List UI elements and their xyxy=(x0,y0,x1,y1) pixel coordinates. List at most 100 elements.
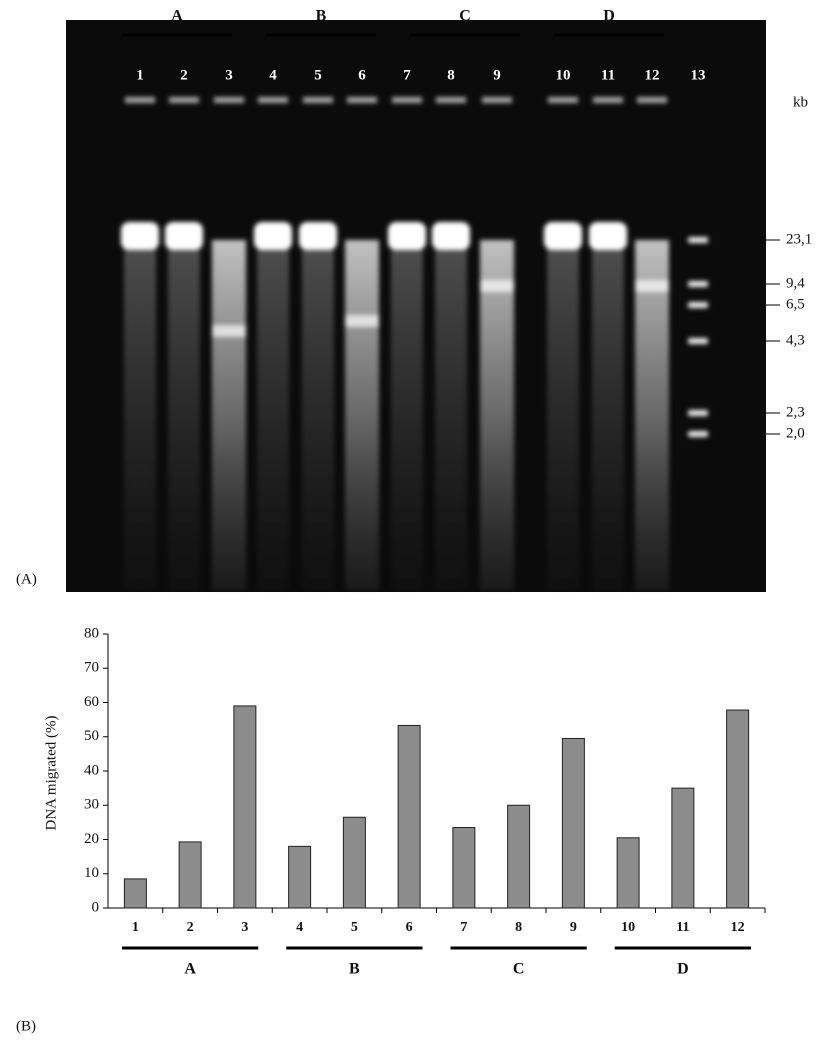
marker-label: 9,4 xyxy=(786,275,805,291)
bar xyxy=(178,841,202,909)
band xyxy=(480,280,514,292)
well xyxy=(303,97,333,103)
lane-label: 10 xyxy=(556,67,571,83)
x-tick-label: 9 xyxy=(570,920,577,935)
ladder-band xyxy=(688,431,708,437)
bar xyxy=(726,709,750,909)
well xyxy=(593,97,623,103)
panel-label: (A) xyxy=(16,571,37,587)
x-tick-label: 6 xyxy=(406,920,413,935)
y-tick-label: 40 xyxy=(84,762,99,778)
band xyxy=(212,325,246,337)
ladder-band xyxy=(688,338,708,344)
group-label: D xyxy=(603,8,615,25)
smear xyxy=(635,240,669,590)
x-tick-label: 11 xyxy=(676,920,689,935)
well xyxy=(258,97,288,103)
unit-label: kb xyxy=(793,94,808,110)
band xyxy=(121,222,159,250)
lane-label: 3 xyxy=(225,67,233,83)
well xyxy=(125,97,155,103)
well xyxy=(637,97,667,103)
bar xyxy=(342,816,366,909)
lane-label: 2 xyxy=(180,67,188,83)
lane-label: 4 xyxy=(269,67,277,83)
marker-label: 23,1 xyxy=(786,231,812,247)
well xyxy=(347,97,377,103)
marker-label: 2,0 xyxy=(786,425,805,441)
x-tick-label: 3 xyxy=(241,920,248,935)
lane-label: 8 xyxy=(447,67,455,83)
y-tick-label: 60 xyxy=(84,694,99,710)
bar xyxy=(452,827,476,909)
lane-label: 1 xyxy=(136,67,144,83)
group-label: A xyxy=(184,961,196,978)
group-label: B xyxy=(349,961,360,978)
band xyxy=(388,222,426,250)
smear xyxy=(592,245,624,590)
y-tick-label: 50 xyxy=(84,728,99,744)
smear xyxy=(168,245,200,590)
group-label: A xyxy=(171,8,183,25)
y-axis-title: DNA migrated (%) xyxy=(43,716,59,831)
band xyxy=(299,222,337,250)
smear xyxy=(480,240,514,590)
x-tick-label: 2 xyxy=(187,920,194,935)
bar xyxy=(288,845,312,909)
lane-label: 13 xyxy=(691,67,706,83)
y-tick-label: 70 xyxy=(84,660,99,676)
well xyxy=(392,97,422,103)
group-label: C xyxy=(513,961,525,978)
y-tick-label: 80 xyxy=(84,625,99,641)
band xyxy=(589,222,627,250)
band xyxy=(544,222,582,250)
marker-label: 4,3 xyxy=(786,332,805,348)
y-tick-label: 30 xyxy=(84,797,99,813)
marker-label: 2,3 xyxy=(786,404,805,420)
smear xyxy=(391,245,423,590)
bar xyxy=(616,837,640,909)
bar xyxy=(507,804,531,909)
lane-label: 12 xyxy=(645,67,660,83)
bar xyxy=(671,787,695,909)
band xyxy=(254,222,292,250)
panel-label: (B) xyxy=(16,1018,36,1034)
well xyxy=(548,97,578,103)
ladder-band xyxy=(688,410,708,416)
x-tick-label: 8 xyxy=(515,920,522,935)
band xyxy=(635,280,669,292)
y-tick-label: 10 xyxy=(84,865,99,881)
x-tick-label: 4 xyxy=(296,920,303,935)
y-tick-label: 20 xyxy=(84,831,99,847)
well xyxy=(214,97,244,103)
lane-label: 6 xyxy=(358,67,366,83)
well xyxy=(169,97,199,103)
gel-bands xyxy=(121,97,708,590)
lane-label: 5 xyxy=(314,67,322,83)
smear xyxy=(547,245,579,590)
group-label: B xyxy=(316,8,327,25)
well xyxy=(482,97,512,103)
lane-label: 7 xyxy=(403,67,411,83)
smear xyxy=(212,240,246,590)
band xyxy=(345,315,379,327)
ladder-band xyxy=(688,302,708,308)
smear xyxy=(345,240,379,590)
group-label: D xyxy=(677,961,689,978)
x-tick-label: 7 xyxy=(460,920,467,935)
bar xyxy=(561,737,585,909)
ladder-band xyxy=(688,237,708,243)
x-tick-label: 5 xyxy=(351,920,358,935)
smear xyxy=(435,245,467,590)
y-tick-label: 0 xyxy=(92,899,100,915)
band xyxy=(432,222,470,250)
x-tick-label: 1 xyxy=(132,920,139,935)
x-tick-label: 12 xyxy=(731,920,745,935)
ladder-band xyxy=(688,281,708,287)
group-label: C xyxy=(459,8,471,25)
smear xyxy=(257,245,289,590)
marker-label: 6,5 xyxy=(786,296,805,312)
bar xyxy=(397,724,421,909)
x-tick-label: 10 xyxy=(621,920,635,935)
